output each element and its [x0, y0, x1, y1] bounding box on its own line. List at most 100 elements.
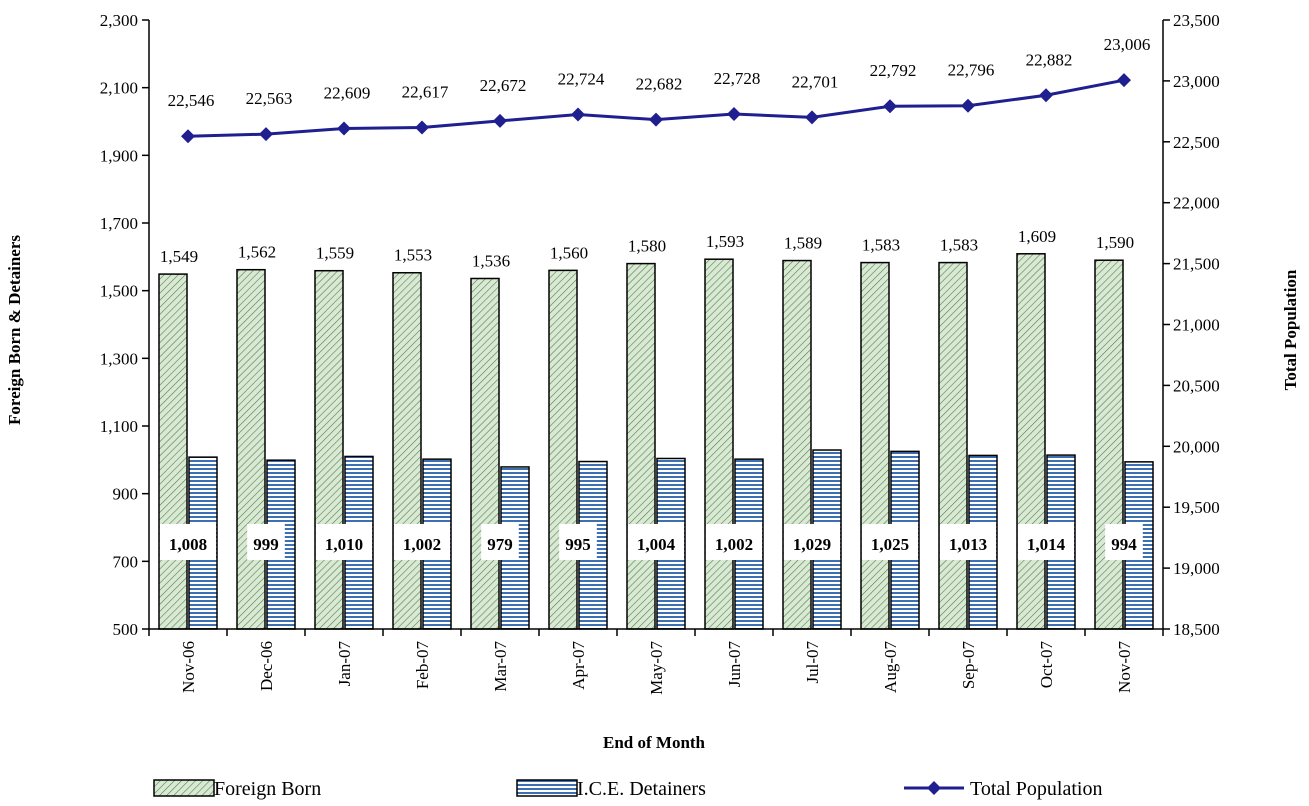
data-label-box-ice: [706, 524, 762, 560]
x-tick-label: Aug-07: [881, 641, 900, 693]
point-total-population: [571, 107, 585, 122]
y-tick-label-right: 21,500: [1173, 255, 1220, 274]
legend: Foreign Born I.C.E. Detainers Total Popu…: [153, 778, 1102, 800]
bar-foreign-born: [158, 273, 188, 630]
data-label-ice-detainers: 1,014: [1027, 535, 1066, 554]
y-tick-label-right: 18,500: [1173, 620, 1220, 639]
y-tick-label-right: 23,000: [1173, 72, 1220, 91]
data-label-ice-detainers: 1,013: [949, 535, 987, 554]
point-total-population: [493, 113, 507, 128]
data-label-ice-detainers: 979: [487, 535, 513, 554]
bar-foreign-born: [314, 269, 344, 630]
y-tick-label-left: 700: [113, 552, 139, 571]
bar-foreign-born: [860, 261, 890, 630]
legend-label-ice-detainers: I.C.E. Detainers: [577, 778, 706, 800]
data-label-ice-detainers: 1,029: [793, 535, 831, 554]
data-label-ice-detainers: 1,004: [637, 535, 676, 554]
data-label-foreign-born: 1,562: [238, 243, 276, 262]
point-total-population: [1117, 73, 1131, 88]
x-tick-label: Jan-07: [335, 641, 354, 687]
y-tick-label-left: 1,100: [100, 417, 138, 436]
y-axis-title-left: Foreign Born & Detainers: [5, 235, 24, 425]
point-total-population: [961, 98, 975, 113]
y-tick-label-right: 21,000: [1173, 316, 1220, 335]
line-layer: [181, 73, 1131, 144]
data-label-foreign-born: 1,590: [1096, 233, 1134, 252]
bar-foreign-born: [1016, 253, 1046, 630]
bar-foreign-born: [392, 271, 422, 630]
point-total-population: [415, 120, 429, 135]
legend-marker-total-population: [927, 781, 941, 795]
bar-foreign-born: [704, 258, 734, 630]
data-label-total-population: 22,546: [168, 91, 215, 110]
data-label-box-ice: [1105, 524, 1143, 560]
data-label-ice-detainers: 994: [1111, 535, 1137, 554]
data-label-foreign-born: 1,583: [862, 236, 900, 255]
data-label-box-ice: [160, 524, 216, 560]
bar-foreign-born: [236, 268, 266, 630]
data-label-ice-detainers: 1,025: [871, 535, 909, 554]
point-total-population: [1039, 88, 1053, 103]
y-tick-label-left: 900: [113, 485, 139, 504]
data-label-ice-detainers: 1,010: [325, 535, 363, 554]
point-total-population: [649, 112, 663, 127]
data-label-box-ice: [862, 524, 918, 560]
data-label-total-population: 22,701: [792, 72, 839, 91]
y-tick-label-right: 20,500: [1173, 376, 1220, 395]
data-label-total-population: 22,609: [324, 84, 371, 103]
data-label-total-population: 22,792: [870, 61, 917, 80]
x-tick-label: Dec-06: [257, 641, 276, 691]
bar-foreign-born: [626, 262, 656, 630]
data-label-total-population: 22,563: [246, 89, 293, 108]
data-label-box-ice: [481, 524, 519, 560]
data-label-box-ice: [628, 524, 684, 560]
data-label-ice-detainers: 999: [253, 535, 279, 554]
y-tick-label-right: 22,000: [1173, 194, 1220, 213]
data-label-foreign-born: 1,549: [160, 247, 198, 266]
data-label-ice-detainers: 1,002: [403, 535, 441, 554]
point-total-population: [181, 129, 195, 144]
data-label-box-ice: [247, 524, 285, 560]
y-tick-label-left: 1,700: [100, 214, 138, 233]
legend-swatch-ice-detainers: [516, 779, 578, 797]
data-label-total-population: 22,728: [714, 69, 761, 88]
y-tick-label-right: 20,000: [1173, 437, 1220, 456]
y-tick-label-left: 1,300: [100, 349, 138, 368]
data-label-box-ice: [940, 524, 996, 560]
data-label-total-population: 23,006: [1104, 35, 1151, 54]
data-label-foreign-born: 1,593: [706, 232, 744, 251]
data-label-foreign-born: 1,589: [784, 234, 822, 253]
data-label-foreign-born: 1,609: [1018, 227, 1056, 246]
legend-swatch-foreign-born: [153, 779, 215, 797]
data-label-ice-detainers: 1,008: [169, 535, 207, 554]
y-tick-label-right: 19,000: [1173, 559, 1220, 578]
data-label-ice-detainers: 995: [565, 535, 591, 554]
bar-foreign-born: [782, 259, 812, 630]
legend-item-foreign-born: Foreign Born: [153, 778, 321, 800]
data-label-foreign-born: 1,536: [472, 251, 510, 270]
bar-foreign-born: [548, 269, 578, 630]
point-total-population: [259, 127, 273, 142]
data-label-box-ice: [784, 524, 840, 560]
data-label-foreign-born: 1,583: [940, 236, 978, 255]
legend-label-total-population: Total Population: [970, 778, 1102, 800]
data-label-total-population: 22,617: [402, 83, 449, 102]
data-label-total-population: 22,724: [558, 70, 605, 89]
x-tick-label: Apr-07: [569, 641, 588, 690]
bar-foreign-born: [470, 277, 500, 630]
data-label-total-population: 22,796: [948, 61, 995, 80]
legend-item-ice-detainers: I.C.E. Detainers: [516, 778, 706, 800]
axes-layer: 500 700 900 1,100 1,300 1,500 1,700 1,900 2,100 2…: [100, 11, 1220, 695]
data-label-total-population: 22,672: [480, 76, 527, 95]
y-tick-label-left: 2,100: [100, 79, 138, 98]
legend-item-total-population: Total Population: [904, 778, 1102, 800]
data-label-total-population: 22,882: [1026, 50, 1073, 69]
point-total-population: [727, 107, 741, 122]
y-tick-label-left: 2,300: [100, 11, 138, 30]
x-tick-label: Jul-07: [803, 641, 822, 684]
y-tick-label-right: 19,500: [1173, 498, 1220, 517]
data-label-box-ice: [559, 524, 597, 560]
y-axis-title-right: Total Population: [1281, 269, 1300, 390]
